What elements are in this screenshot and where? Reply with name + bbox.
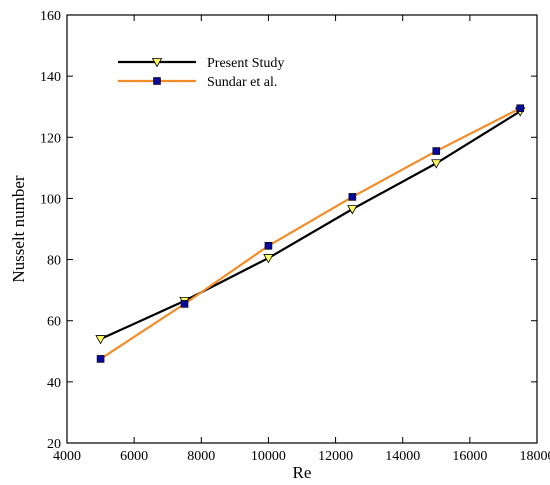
axes: 4000 6000 8000 10000 12000 14000 16000 18000 20 4… <box>40 9 550 464</box>
x-tick-label: 12000 <box>318 449 353 464</box>
series-sundar-et-al <box>96 104 525 363</box>
y-tick-label: 20 <box>47 437 61 452</box>
square-marker <box>432 147 441 155</box>
y-tick-label: 100 <box>40 192 61 207</box>
x-tick-label: 18000 <box>520 449 550 464</box>
square-marker <box>180 300 189 308</box>
legend-entry: Sundar et al. <box>118 75 277 90</box>
legend-entry: Present Study <box>118 56 284 71</box>
x-tick-label: 16000 <box>452 449 487 464</box>
y-axis-title: Nusselt number <box>9 175 28 283</box>
x-tick-label: 6000 <box>120 449 148 464</box>
square-marker <box>516 104 525 113</box>
plot-frame <box>66 14 538 444</box>
square-marker <box>348 193 357 201</box>
x-axis-title: Re <box>293 463 312 482</box>
y-tick-label: 60 <box>47 315 61 330</box>
y-tick-label: 140 <box>40 70 61 85</box>
series-layer <box>95 104 526 363</box>
legend: Present Study Sundar et al. <box>118 56 284 90</box>
triangle-marker <box>431 159 442 169</box>
square-marker <box>96 355 105 363</box>
legend-label: Sundar et al. <box>207 75 277 90</box>
x-tick-label: 10000 <box>251 449 286 464</box>
triangle-marker <box>347 205 358 215</box>
triangle-marker <box>151 58 163 68</box>
y-tick-label: 40 <box>47 376 61 391</box>
series-present-study <box>95 107 526 345</box>
y-tick-label: 80 <box>47 254 61 269</box>
y-tick-label: 120 <box>40 131 61 146</box>
x-tick-label: 14000 <box>385 449 420 464</box>
series-line <box>100 110 521 341</box>
triangle-marker <box>263 254 274 264</box>
series-line <box>99 107 521 360</box>
square-marker <box>153 77 161 85</box>
y-tick-label: 160 <box>40 9 61 24</box>
legend-label: Present Study <box>207 56 284 71</box>
triangle-marker <box>95 335 106 345</box>
square-marker <box>264 242 273 250</box>
x-tick-label: 4000 <box>53 449 81 464</box>
x-tick-label: 8000 <box>187 449 215 464</box>
